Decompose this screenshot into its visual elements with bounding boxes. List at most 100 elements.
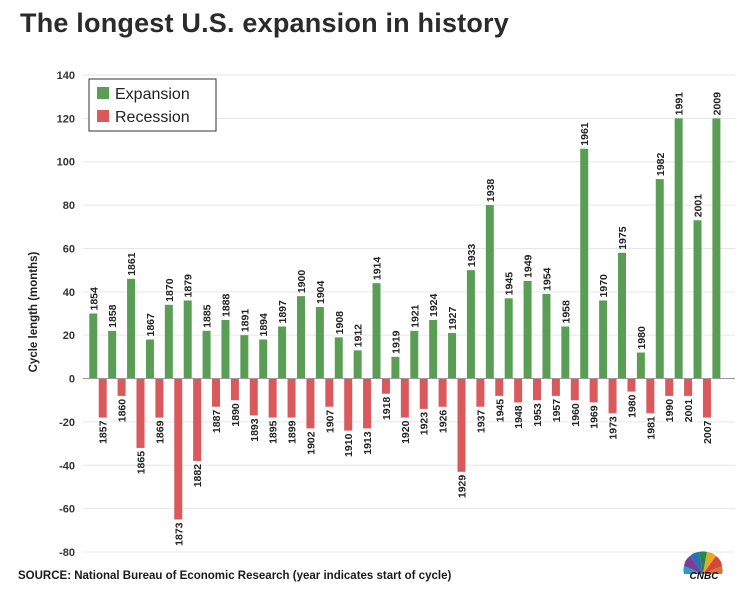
expansion-bar	[315, 306, 324, 379]
recession-bar-label: 1857	[98, 420, 110, 444]
expansion-bar-label: 1954	[541, 267, 553, 291]
recession-bar-label: 1957	[551, 399, 563, 423]
chart-title: The longest U.S. expansion in history	[20, 8, 509, 38]
recession-bar	[533, 378, 542, 401]
recession-bar-label: 2007	[702, 420, 714, 444]
expansion-bar-label: 1891	[239, 309, 251, 333]
recession-bar-label: 1890	[230, 403, 242, 427]
expansion-bar	[278, 326, 287, 379]
expansion-bar-label: 1949	[523, 254, 535, 278]
y-tick-label: 20	[63, 330, 75, 342]
recession-bar-label: 1953	[532, 403, 544, 427]
recession-bar	[438, 378, 447, 407]
recession-bar-label: 1869	[154, 420, 166, 444]
recession-bar-label: 1980	[626, 394, 638, 418]
recession-bar	[608, 378, 617, 414]
source-note: SOURCE: National Bureau of Economic Rese…	[18, 570, 452, 582]
recession-bar	[457, 378, 466, 472]
expansion-bar	[655, 179, 664, 379]
expansion-bar	[561, 326, 570, 379]
expansion-bar-label: 1958	[560, 300, 572, 324]
legend: Expansion Recession	[88, 78, 217, 132]
recession-bar	[589, 378, 598, 403]
recession-bar-label: 1860	[117, 399, 129, 423]
recession-bar	[684, 378, 693, 396]
expansion-bar	[183, 300, 192, 379]
recession-bar-label: 1929	[456, 475, 468, 499]
recession-bar-label: 1969	[589, 405, 601, 429]
recession-bar	[514, 378, 523, 403]
expansion-bar-label: 1924	[428, 293, 440, 317]
recession-bar	[155, 378, 164, 418]
recession-bar	[419, 378, 428, 409]
recession-bar-label: 1907	[324, 410, 336, 434]
recession-bar-label: 1882	[192, 464, 204, 488]
recession-bar	[268, 378, 277, 418]
expansion-bar-label: 1904	[315, 280, 327, 304]
y-tick-label: 60	[63, 243, 75, 255]
recession-bar	[344, 378, 353, 431]
expansion-bar	[259, 339, 268, 379]
expansion-bar-label: 1858	[107, 304, 119, 328]
expansion-bar-label: 1933	[466, 244, 478, 268]
expansion-bar-label: 1867	[145, 313, 157, 337]
expansion-bar-label: 1945	[504, 272, 516, 296]
y-axis-label: Cycle length (months)	[28, 251, 40, 372]
recession-bar-label: 1945	[494, 399, 506, 423]
recession-bar-label: 1990	[664, 399, 676, 423]
expansion-bar-label: 1991	[674, 92, 686, 116]
expansion-bar	[221, 320, 230, 379]
expansion-bar	[334, 337, 343, 379]
expansion-bar	[712, 118, 721, 379]
recession-bar-label: 1873	[173, 522, 185, 546]
recession-bar-label: 1895	[268, 420, 280, 444]
expansion-bar-label: 1975	[617, 226, 629, 250]
recession-bar-label: 1865	[135, 451, 147, 475]
expansion-bar	[202, 330, 211, 379]
y-tick-label: 100	[57, 157, 75, 169]
expansion-bar	[145, 339, 154, 379]
expansion-bar-label: 1921	[409, 304, 421, 328]
y-tick-label: 40	[63, 287, 75, 299]
legend-label-expansion: Expansion	[115, 86, 190, 103]
recession-bar	[98, 378, 107, 418]
recession-bar-label: 1913	[362, 431, 374, 455]
legend-label-recession: Recession	[115, 109, 190, 126]
y-axis-ticks: 140 120 100 80 60 40 20 0 -20 -40 -60 -80	[57, 70, 75, 559]
expansion-bar-label: 1919	[390, 330, 402, 354]
expansion-bar	[429, 320, 438, 379]
recession-bar	[570, 378, 579, 401]
expansion-bar-label: 1894	[258, 313, 270, 337]
recession-bar	[212, 378, 221, 407]
expansion-bar-label: 1879	[183, 274, 195, 298]
expansion-bar	[504, 298, 513, 379]
recession-bar	[627, 378, 636, 392]
recession-bar-label: 1960	[570, 403, 582, 427]
expansion-bar	[580, 148, 589, 379]
expansion-bar	[523, 280, 532, 379]
recession-bar-label: 1887	[211, 410, 223, 434]
expansion-bar-label: 1908	[334, 311, 346, 335]
legend-swatch-recession	[97, 110, 109, 122]
recession-bar	[325, 378, 334, 407]
expansion-bar-label: 1980	[636, 326, 648, 350]
recession-bar	[249, 378, 258, 416]
y-tick-label: -40	[59, 460, 75, 472]
recession-bar	[646, 378, 655, 414]
expansion-bar-label: 2001	[693, 194, 705, 218]
recession-bar	[287, 378, 296, 418]
expansion-bar	[240, 335, 249, 379]
recession-bar	[400, 378, 409, 418]
expansion-bar-label: 1961	[579, 122, 591, 146]
expansion-bar	[693, 220, 702, 379]
recession-bar-label: 1899	[287, 420, 299, 444]
recession-bar	[230, 378, 239, 401]
recession-bar	[136, 378, 145, 448]
bar-labels: 1854 1858 1861 1867 1870 1879 1885 1888 1891 1894…	[88, 92, 723, 546]
expansion-bar	[636, 352, 645, 379]
y-tick-label: 0	[69, 374, 75, 386]
expansion-bar-label: 1982	[655, 153, 667, 177]
cnbc-logo-text: CNBC	[689, 571, 719, 582]
recession-bar	[306, 378, 315, 429]
